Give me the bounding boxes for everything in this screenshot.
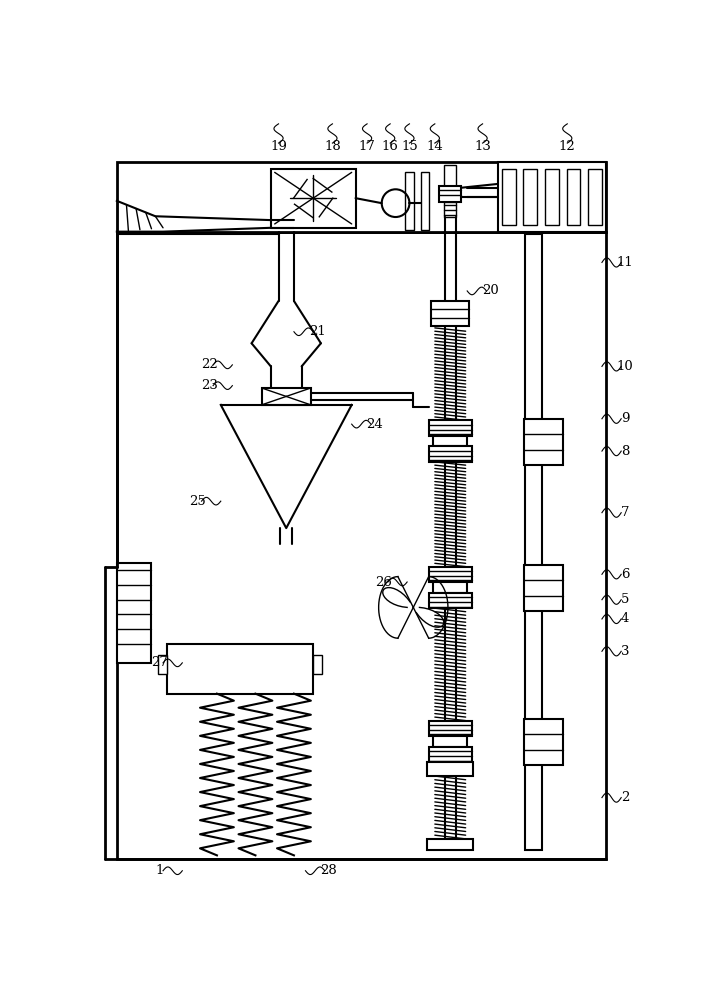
Text: 10: 10 (617, 360, 633, 373)
Text: 16: 16 (381, 140, 398, 153)
Text: 17: 17 (359, 140, 376, 153)
Bar (429, 747, 472, 762)
Bar (117, 563, 152, 663)
Text: 2: 2 (621, 791, 630, 804)
Text: 9: 9 (621, 412, 630, 425)
Bar (502, 169, 515, 225)
Bar (525, 565, 563, 611)
Text: 14: 14 (427, 140, 443, 153)
Text: 18: 18 (324, 140, 341, 153)
Bar (434, 736, 467, 747)
Bar (439, 186, 461, 202)
Text: 20: 20 (482, 284, 498, 297)
Bar (429, 567, 472, 582)
Bar (588, 169, 602, 225)
Bar (444, 202, 456, 217)
Bar (525, 419, 563, 465)
Bar (545, 169, 559, 225)
Text: 23: 23 (201, 379, 218, 392)
Text: 27: 27 (151, 656, 168, 669)
Bar (434, 582, 467, 593)
Bar (429, 721, 472, 736)
Bar (429, 420, 472, 436)
Bar (429, 446, 472, 462)
Text: 3: 3 (621, 645, 630, 658)
Bar (431, 301, 470, 326)
Bar (313, 655, 322, 674)
Bar (444, 165, 456, 186)
Text: 24: 24 (367, 418, 383, 431)
Bar (567, 169, 580, 225)
Text: 25: 25 (190, 495, 206, 508)
Text: 7: 7 (621, 506, 630, 519)
Bar (158, 655, 167, 674)
Bar (429, 593, 472, 608)
Bar (262, 388, 311, 405)
Bar (427, 762, 473, 776)
Text: 13: 13 (474, 140, 491, 153)
Text: 5: 5 (621, 593, 630, 606)
Text: 8: 8 (621, 445, 630, 458)
Bar (525, 234, 542, 850)
Bar (434, 436, 467, 446)
Text: 28: 28 (320, 864, 337, 877)
Bar (427, 839, 473, 850)
Bar (525, 719, 563, 765)
Bar (271, 169, 355, 228)
Bar (117, 162, 606, 232)
Bar (167, 644, 313, 694)
Bar (405, 172, 414, 230)
Text: 22: 22 (201, 358, 218, 371)
Text: 15: 15 (401, 140, 418, 153)
Text: 6: 6 (621, 568, 630, 581)
Text: 26: 26 (376, 576, 393, 588)
Text: 12: 12 (559, 140, 576, 153)
Text: 11: 11 (617, 256, 633, 269)
Bar (421, 172, 429, 230)
Text: 1: 1 (155, 864, 164, 877)
Bar (117, 232, 606, 859)
Text: 19: 19 (270, 140, 287, 153)
Text: 21: 21 (309, 325, 326, 338)
Text: 4: 4 (621, 612, 630, 625)
Bar (523, 169, 537, 225)
Bar (498, 162, 606, 232)
